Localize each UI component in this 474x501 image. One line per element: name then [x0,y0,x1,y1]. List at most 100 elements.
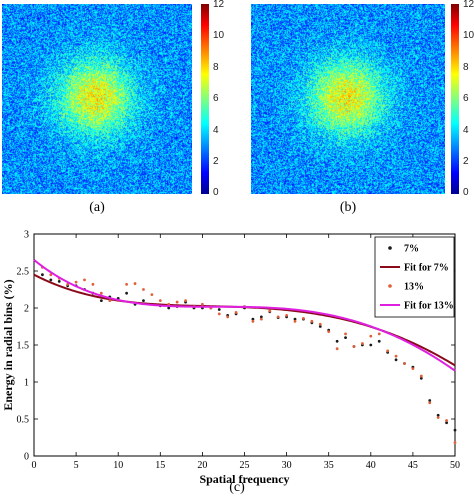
data-point [285,314,288,317]
data-point [268,309,272,313]
data-point [318,322,322,326]
legend-box [374,236,455,318]
x-tick-label: 15 [155,460,165,471]
y-tick-label: 0.5 [17,415,30,426]
data-point [419,376,423,380]
data-point [57,279,61,283]
y-tick-label: 2.5 [17,267,30,278]
data-point [419,374,423,378]
data-point [453,441,457,445]
data-point [436,416,440,419]
caption-c: (c) [229,480,245,495]
cbar-tick-b-6: 6 [463,93,469,104]
legend-label: Fit for 13% [404,301,454,312]
data-point [310,319,314,323]
data-point [259,315,263,319]
data-point [49,278,53,282]
data-point [276,315,280,319]
data-point [327,330,331,334]
cbar-tick-a-12: 12 [213,0,225,10]
x-tick-label: 25 [240,460,250,471]
x-tick-label: 40 [366,460,376,471]
data-point [158,299,162,302]
heatmap-a [2,4,192,194]
data-point [41,273,44,277]
data-point [259,317,263,321]
data-point [125,282,129,286]
data-point [360,342,364,345]
data-point [318,325,322,328]
data-point [369,334,373,338]
cbar-tick-b-4: 4 [463,125,469,136]
data-point [49,273,53,277]
data-point [142,299,145,302]
data-point [217,312,221,316]
data-point [167,306,171,310]
data-point [428,399,432,402]
data-point [234,311,238,314]
cbar-tick-a-0: 0 [213,187,219,198]
x-tick-label: 30 [282,460,292,471]
data-point [369,343,373,347]
x-axis-label: Spatial frequency [199,472,289,486]
x-tick-label: 35 [324,460,334,471]
data-point [377,332,381,336]
y-tick-label: 2 [24,304,29,315]
cbar-tick-b-0: 0 [463,187,469,198]
cbar-tick-a-4: 4 [213,125,219,136]
data-point [99,291,103,295]
data-point [335,339,339,343]
data-point [217,308,221,311]
data-point [91,282,95,286]
colorbar-a [201,4,209,194]
data-point [335,347,339,351]
data-point [352,345,356,348]
x-tick-label: 5 [74,460,79,471]
data-point [184,299,187,302]
cbar-tick-b-2: 2 [463,156,469,167]
data-point [394,358,398,362]
data-point [83,278,86,282]
x-tick-label: 0 [32,460,37,471]
x-tick-label: 45 [408,460,418,471]
data-point [74,280,78,284]
y-tick-label: 3 [24,230,29,241]
legend-label: Fit for 7% [404,263,449,274]
cbar-tick-a-2: 2 [213,156,219,167]
data-point [403,362,406,365]
legend-swatch [388,246,392,250]
x-tick-label: 10 [113,460,123,471]
data-point [142,288,145,291]
cbar-tick-a-8: 8 [213,62,219,73]
data-point [453,428,457,432]
x-tick-label: 20 [197,460,207,471]
colorbar-b [451,4,459,194]
data-point [344,336,347,339]
y-tick-label: 0 [24,452,29,463]
data-point [108,299,112,302]
heatmap-b [251,4,445,194]
data-point [394,354,398,358]
data-point [226,315,230,319]
data-point [251,317,255,321]
y-axis-label: Energy in radial bins (%) [1,279,15,410]
caption-a: (a) [89,200,105,215]
data-point [445,421,448,425]
data-point [302,316,305,320]
y-tick-label: 1.5 [17,341,30,352]
series-line [33,259,456,372]
data-point [201,302,204,306]
data-point [167,302,171,306]
data-point [377,339,381,343]
data-point [428,401,432,405]
legend-label: 13% [404,282,424,293]
data-point [293,319,297,323]
data-point [251,319,255,323]
data-point [411,367,415,371]
data-point [150,293,154,297]
data-point [386,349,390,353]
cbar-tick-b-8: 8 [463,62,469,73]
y-tick-label: 1 [24,378,29,389]
caption-b: (b) [339,200,357,215]
